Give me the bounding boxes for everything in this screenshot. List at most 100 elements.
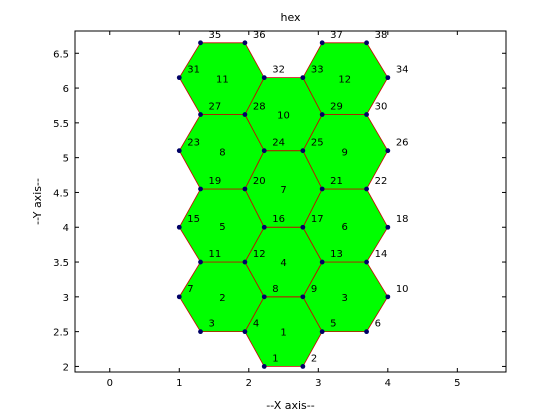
node-label-2: 2 (311, 353, 317, 364)
node-label-5: 5 (330, 319, 336, 330)
cell-label-2: 2 (219, 293, 225, 304)
node-label-11: 11 (209, 249, 222, 260)
node-label-13: 13 (330, 249, 343, 260)
y-tick-label-2: 2 (63, 362, 69, 373)
x-tick-label-1: 1 (176, 378, 182, 389)
node-22 (364, 186, 369, 192)
node-25 (300, 148, 306, 154)
cell-label-1: 1 (280, 328, 286, 339)
x-tick-label-3: 3 (315, 378, 321, 389)
node-28 (242, 112, 248, 117)
x-tick-label-4: 4 (385, 378, 391, 389)
node-24 (261, 148, 267, 154)
node-label-31: 31 (187, 65, 200, 76)
node-9 (300, 294, 306, 300)
node-37 (319, 40, 325, 46)
cell-label-12: 12 (338, 74, 351, 85)
node-6 (364, 329, 369, 335)
node-29 (319, 112, 325, 117)
node-4 (242, 329, 248, 335)
node-14 (364, 259, 369, 265)
node-label-9: 9 (311, 284, 317, 295)
y-tick-label-6.5: 6.5 (53, 49, 69, 60)
y-tick-label-5.5: 5.5 (53, 119, 69, 130)
node-label-7: 7 (187, 284, 193, 295)
node-label-6: 6 (375, 319, 381, 330)
node-10 (385, 294, 391, 300)
y-tick-label-4.5: 4.5 (53, 188, 69, 199)
node-38 (364, 40, 369, 46)
node-label-18: 18 (396, 214, 409, 225)
node-12 (242, 259, 248, 265)
x-tick-label-2: 2 (246, 378, 252, 389)
cell-label-8: 8 (219, 147, 225, 158)
node-15 (176, 224, 182, 230)
node-label-24: 24 (272, 138, 285, 149)
y-tick-label-2.5: 2.5 (53, 328, 69, 339)
node-label-20: 20 (253, 176, 266, 187)
y-tick-label-5: 5 (63, 154, 69, 165)
node-26 (385, 148, 391, 154)
node-33 (300, 75, 306, 81)
node-label-32: 32 (272, 65, 285, 76)
cells-layer (178, 42, 389, 367)
node-label-33: 33 (311, 65, 324, 76)
node-label-38: 38 (375, 30, 388, 41)
y-tick-label-4: 4 (63, 223, 69, 234)
node-label-35: 35 (209, 30, 222, 41)
node-16 (261, 224, 267, 230)
nodes-layer (176, 40, 391, 369)
node-3 (198, 329, 203, 335)
node-20 (242, 186, 248, 192)
cell-label-3: 3 (342, 293, 348, 304)
node-label-12: 12 (253, 249, 266, 260)
cell-label-7: 7 (280, 185, 286, 196)
node-35 (198, 40, 203, 46)
node-27 (198, 112, 203, 117)
y-tick-label-6: 6 (63, 84, 69, 95)
node-label-15: 15 (187, 214, 200, 225)
chart-title: hex (280, 11, 301, 24)
node-34 (385, 75, 391, 81)
node-label-37: 37 (330, 30, 343, 41)
node-label-25: 25 (311, 138, 324, 149)
cell-label-6: 6 (342, 222, 348, 233)
node-label-17: 17 (311, 214, 324, 225)
node-2 (300, 364, 306, 369)
x-axis-label: --X axis-- (266, 399, 314, 412)
node-23 (176, 148, 182, 154)
node-label-14: 14 (375, 249, 388, 260)
ticks-layer: 0 1 2 3 4 522.533.544.555.566.5 (53, 31, 506, 389)
y-tick-label-3: 3 (63, 293, 69, 304)
node-30 (364, 112, 369, 117)
node-label-1: 1 (272, 353, 278, 364)
x-tick-label-0: 0 (107, 378, 113, 389)
node-13 (319, 259, 325, 265)
cell-label-11: 11 (216, 74, 229, 85)
node-7 (176, 294, 182, 300)
node-8 (261, 294, 267, 300)
node-19 (198, 186, 203, 192)
node-21 (319, 186, 325, 192)
node-label-23: 23 (187, 138, 200, 149)
node-32 (261, 75, 267, 81)
node-label-19: 19 (209, 176, 222, 187)
node-label-27: 27 (209, 102, 222, 113)
y-axis-label: --Y axis-- (31, 178, 44, 225)
node-31 (176, 75, 182, 81)
node-label-4: 4 (253, 319, 259, 330)
node-label-21: 21 (330, 176, 343, 187)
node-label-30: 30 (375, 102, 388, 113)
y-tick-label-3.5: 3.5 (53, 258, 69, 269)
node-5 (319, 329, 325, 335)
node-1 (261, 364, 267, 369)
node-label-28: 28 (253, 102, 266, 113)
node-label-34: 34 (396, 65, 409, 76)
node-label-22: 22 (375, 176, 388, 187)
node-17 (300, 224, 306, 230)
node-18 (385, 224, 391, 230)
cell-label-5: 5 (219, 222, 225, 233)
node-label-3: 3 (209, 319, 215, 330)
